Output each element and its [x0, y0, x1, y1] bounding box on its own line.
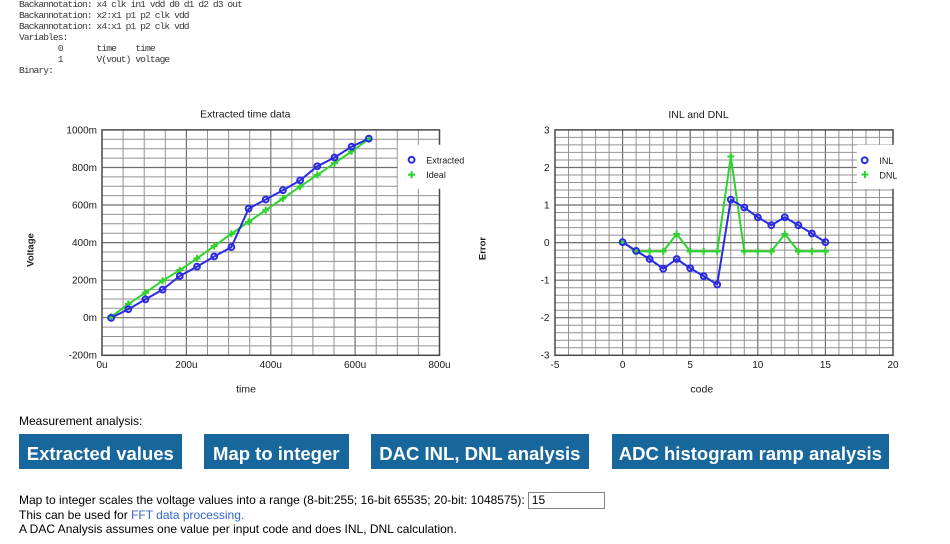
- svg-text:-3: -3: [541, 351, 550, 362]
- svg-text:3: 3: [544, 125, 550, 136]
- svg-text:0: 0: [620, 360, 626, 371]
- svg-text:Extracted: Extracted: [426, 155, 464, 165]
- svg-text:0u: 0u: [96, 360, 107, 371]
- svg-text:Ideal: Ideal: [426, 170, 446, 180]
- svg-text:200u: 200u: [175, 360, 197, 371]
- svg-text:400u: 400u: [260, 360, 282, 371]
- svg-text:code: code: [690, 383, 713, 395]
- svg-text:10: 10: [752, 360, 764, 371]
- svg-text:-1: -1: [541, 276, 550, 287]
- svg-text:1000m: 1000m: [66, 125, 97, 136]
- svg-text:-5: -5: [551, 360, 560, 371]
- svg-text:400m: 400m: [72, 238, 97, 249]
- svg-text:600m: 600m: [72, 200, 97, 211]
- svg-text:0m: 0m: [83, 313, 97, 324]
- svg-text:time: time: [236, 383, 256, 395]
- svg-text:200m: 200m: [72, 276, 97, 287]
- svg-text:INL: INL: [879, 156, 893, 166]
- svg-text:600u: 600u: [344, 360, 366, 371]
- svg-text:800m: 800m: [72, 163, 97, 174]
- svg-text:INL and DNL: INL and DNL: [668, 109, 728, 121]
- svg-text:1: 1: [544, 200, 550, 211]
- svg-text:-2: -2: [541, 313, 550, 324]
- svg-text:5: 5: [687, 360, 693, 371]
- svg-text:15: 15: [820, 360, 832, 371]
- svg-text:0: 0: [544, 238, 550, 249]
- svg-text:DNL: DNL: [879, 170, 897, 180]
- svg-text:2: 2: [544, 163, 550, 174]
- svg-text:-200m: -200m: [69, 351, 97, 362]
- svg-text:20: 20: [887, 360, 899, 371]
- svg-text:Voltage: Voltage: [26, 233, 37, 267]
- svg-text:800u: 800u: [428, 360, 450, 371]
- svg-text:Extracted time data: Extracted time data: [200, 109, 291, 121]
- svg-text:Error: Error: [478, 237, 489, 261]
